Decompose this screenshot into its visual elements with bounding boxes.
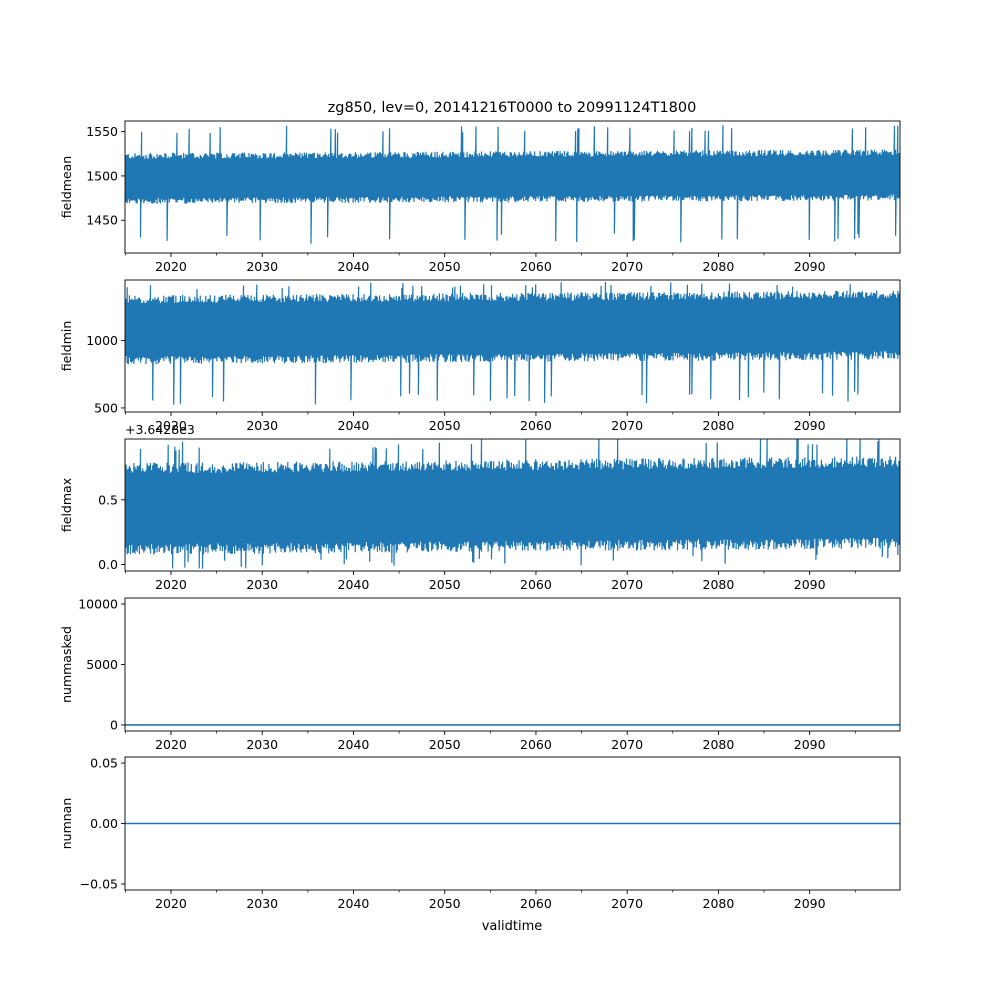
- x-tick-label: 2050: [429, 577, 461, 592]
- y-axis-label-fieldmin: fieldmin: [59, 321, 74, 372]
- x-tick-label: 2080: [703, 577, 735, 592]
- x-tick-label: 2090: [794, 418, 826, 433]
- x-tick-label: 2020: [155, 418, 187, 433]
- panel-fieldmean: 2020 2030 2040 2050 2060 2070 2080 2090 1450 1500…: [59, 120, 901, 274]
- y-tick-label: 10000: [78, 597, 118, 612]
- x-tick-label: 2040: [338, 896, 370, 911]
- x-tick-label: 2020: [155, 896, 187, 911]
- x-axis-label: validtime: [482, 919, 543, 934]
- panels: 2020 2030 2040 2050 2060 2070 2080 2090 1450 1500…: [59, 120, 901, 911]
- x-tick-label: 2080: [703, 896, 735, 911]
- x-tick-label: 2060: [520, 577, 552, 592]
- series-line-fieldmean: [125, 125, 900, 244]
- x-tick-label: 2020: [155, 737, 187, 752]
- x-tick-label: 2090: [794, 259, 826, 274]
- panel-nummasked: 2020 2030 2040 2050 2060 2070 2080 2090 0 5000 100…: [59, 597, 901, 752]
- y-tick-label: 0.0: [98, 557, 118, 572]
- series-line-fieldmin: [125, 281, 900, 405]
- x-tick-label: 2030: [246, 418, 278, 433]
- x-tick-label: 2080: [703, 259, 735, 274]
- offset-text: +3.6428e3: [125, 422, 195, 437]
- x-tick-label: 2090: [794, 737, 826, 752]
- x-tick-label: 2020: [155, 259, 187, 274]
- y-tick-label: 0.5: [98, 492, 118, 507]
- x-tick-label: 2020: [155, 577, 187, 592]
- x-tick-label: 2030: [246, 896, 278, 911]
- x-tick-label: 2050: [429, 896, 461, 911]
- panel-fieldmax: 2020 2030 2040 2050 2060 2070 2080 2090 0.0 0.5 fi…: [59, 422, 901, 592]
- x-tick-label: 2040: [338, 737, 370, 752]
- y-axis-label-nummasked: nummasked: [59, 626, 74, 703]
- figure-title: zg850, lev=0, 20141216T0000 to 20991124T…: [328, 100, 697, 116]
- y-tick-label: −0.05: [80, 876, 118, 891]
- x-tick-label: 2040: [338, 577, 370, 592]
- x-tick-label: 2070: [611, 577, 643, 592]
- x-tick-label: 2080: [703, 418, 735, 433]
- y-tick-label: 1500: [86, 168, 118, 183]
- y-tick-label: 1550: [86, 124, 118, 139]
- axes-frame-fieldmin: [124, 279, 901, 413]
- x-tick-label: 2070: [611, 259, 643, 274]
- y-tick-label: 0: [110, 717, 118, 732]
- x-tick-label: 2050: [429, 259, 461, 274]
- y-tick-label: 1450: [86, 213, 118, 228]
- y-tick-label: 5000: [86, 657, 118, 672]
- x-tick-label: 2090: [794, 577, 826, 592]
- x-tick-label: 2060: [520, 896, 552, 911]
- x-tick-label: 2070: [611, 896, 643, 911]
- x-tick-label: 2060: [520, 259, 552, 274]
- panel-numnan: 2020 2030 2040 2050 2060 2070 2080 2090 −0.05 0.0…: [59, 756, 901, 911]
- x-tick-label: 2050: [429, 418, 461, 433]
- x-tick-label: 2060: [520, 737, 552, 752]
- x-tick-label: 2030: [246, 737, 278, 752]
- x-tick-label: 2080: [703, 737, 735, 752]
- x-tick-label: 2070: [611, 418, 643, 433]
- x-tick-label: 2070: [611, 737, 643, 752]
- series-line-fieldmax: [125, 439, 900, 569]
- x-tick-label: 2060: [520, 418, 552, 433]
- y-tick-label: 1000: [86, 333, 118, 348]
- y-axis-label-fieldmean: fieldmean: [59, 156, 74, 218]
- x-tick-label: 2040: [338, 259, 370, 274]
- panel-fieldmin: 2020 2030 2040 2050 2060 2070 2080 2090 500 1000 f…: [59, 279, 901, 433]
- y-tick-label: 0.00: [90, 816, 118, 831]
- axes-frame-fieldmean: [124, 120, 901, 254]
- y-axis-label-numnan: numnan: [59, 798, 74, 850]
- y-tick-label: 500: [94, 400, 118, 415]
- axes-frame-fieldmax: [124, 438, 901, 572]
- x-tick-label: 2040: [338, 418, 370, 433]
- x-tick-label: 2030: [246, 577, 278, 592]
- x-tick-label: 2030: [246, 259, 278, 274]
- y-axis-label-fieldmax: fieldmax: [59, 478, 74, 532]
- x-tick-label: 2050: [429, 737, 461, 752]
- y-tick-label: 0.05: [90, 756, 118, 771]
- x-tick-label: 2090: [794, 896, 826, 911]
